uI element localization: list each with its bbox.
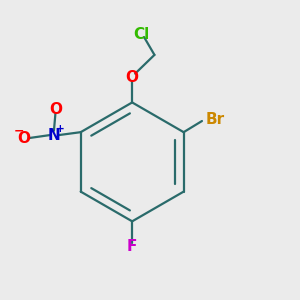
Text: O: O	[18, 130, 31, 146]
Text: N: N	[48, 128, 60, 142]
Text: O: O	[126, 70, 139, 85]
Text: O: O	[49, 102, 62, 117]
Text: −: −	[14, 124, 24, 137]
Text: Cl: Cl	[133, 27, 149, 42]
Text: Br: Br	[206, 112, 225, 127]
Text: +: +	[56, 124, 65, 134]
Text: F: F	[127, 239, 137, 254]
